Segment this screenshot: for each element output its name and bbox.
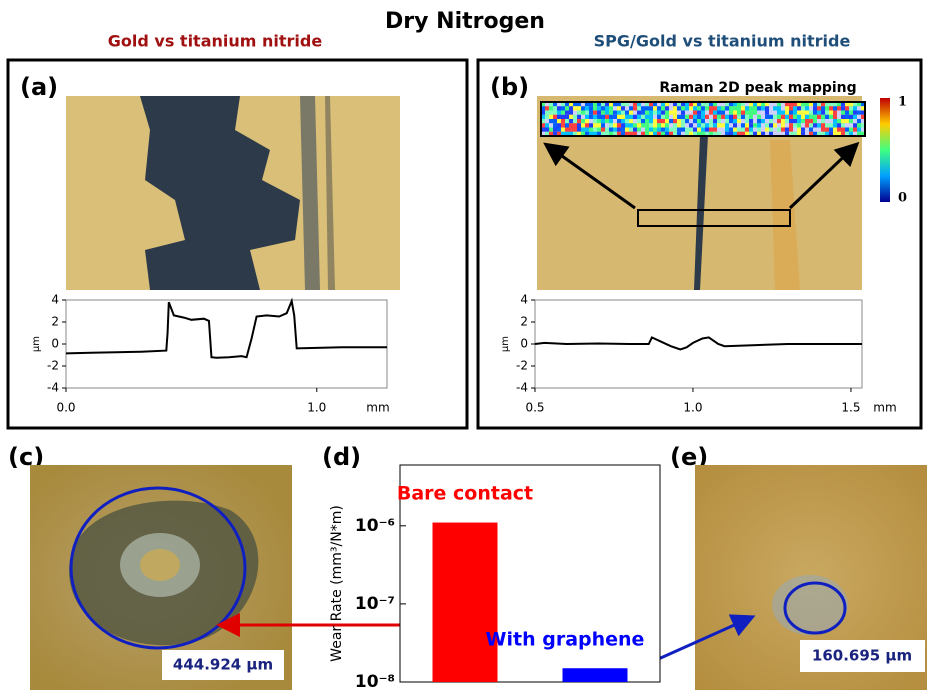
micrograph [537, 96, 865, 290]
annotation: With graphene [486, 629, 645, 651]
x-axis-label: mm [873, 401, 896, 415]
y-tick-label: 4 [51, 293, 59, 307]
y-tick-label: 4 [520, 293, 528, 307]
x-tick-label: 1.5 [841, 401, 860, 415]
y-tick-label: -4 [516, 381, 528, 395]
bar [563, 668, 628, 682]
colorbar-tick: 1 [898, 95, 907, 110]
y-tick-label: 10⁻⁶ [355, 516, 395, 536]
panel-label: (b) [490, 73, 529, 101]
y-tick-label: -4 [47, 381, 59, 395]
y-axis-label: μm [31, 336, 42, 352]
panel-label: (a) [20, 73, 58, 101]
y-axis-label: μm [500, 336, 511, 352]
annotation: Bare contact [397, 483, 533, 505]
subtitle: Gold vs titanium nitride [108, 32, 323, 51]
scale-label: 160.695 μm [812, 647, 912, 665]
bar [433, 523, 498, 682]
y-tick-label: 10⁻⁷ [355, 594, 395, 614]
y-tick-label: 2 [51, 315, 59, 329]
y-tick-label: 10⁻⁸ [355, 672, 395, 692]
colorbar-tick: 0 [898, 191, 907, 206]
y-tick-label: 0 [51, 337, 59, 351]
x-tick-label: 0.5 [525, 401, 544, 415]
panel-label: (d) [322, 443, 361, 471]
micrograph [66, 96, 400, 290]
scale-label: 444.924 μm [173, 656, 273, 674]
x-tick-label: 0.0 [56, 401, 75, 415]
plot-area [66, 300, 387, 388]
x-tick-label: 1.0 [307, 401, 326, 415]
y-tick-label: -2 [47, 359, 59, 373]
x-axis-label: mm [366, 401, 389, 415]
figure: Dry Nitrogen Gold vs titanium nitride SP… [0, 0, 927, 692]
y-tick-label: -2 [516, 359, 528, 373]
y-axis-label: Wear Rate (mm³/N*m) [329, 505, 345, 662]
x-tick-label: 1.0 [683, 401, 702, 415]
colorbar [880, 98, 890, 202]
title: Dry Nitrogen [385, 9, 545, 34]
subtitle: SPG/Gold vs titanium nitride [594, 32, 851, 51]
y-tick-label: 0 [520, 337, 528, 351]
map-title: Raman 2D peak mapping [659, 80, 856, 96]
y-tick-label: 2 [520, 315, 528, 329]
